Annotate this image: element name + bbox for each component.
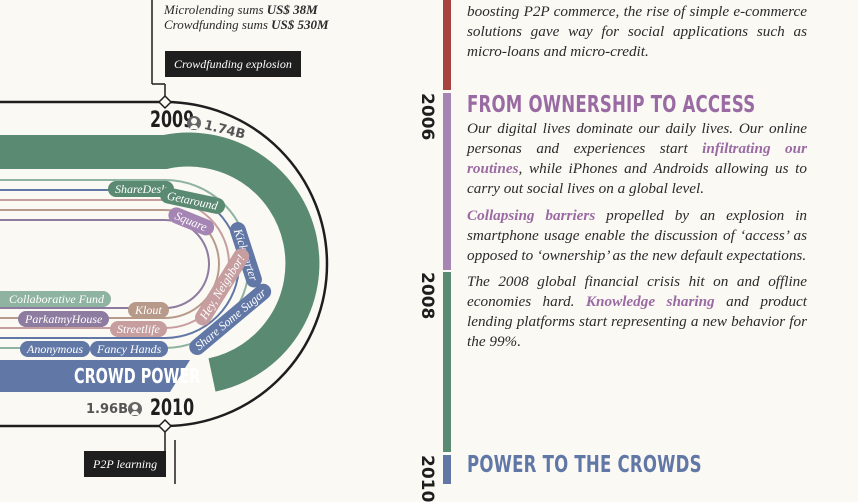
section-heading-power-to-crowds: POWER TO THE CROWDS [467, 452, 702, 478]
pill-collaborative-fund: Collaborative Fund [0, 291, 111, 307]
section-heading-ownership-to-access: FROM OWNERSHIP TO ACCESS [467, 92, 756, 118]
paragraph-collapsing-barriers: Collapsing barriers propelled by an expl… [467, 207, 808, 264]
user-count-2010: 1.96B [86, 402, 128, 417]
pill-anonymous: Anonymous [20, 341, 90, 357]
paragraph-digital-lives: Our digital lives dominate our daily liv… [467, 120, 807, 197]
person-icon [128, 402, 142, 416]
pill-sharedesk: ShareDesk [108, 181, 174, 197]
diamond-marker-top [157, 94, 173, 110]
timeline-bar-red [443, 0, 451, 90]
timeline-year-2006: 2006 [417, 93, 437, 141]
timeline-bar-green [443, 272, 451, 452]
timeline-year-2008: 2008 [417, 272, 437, 320]
timeline-bar-blue [443, 455, 451, 484]
track-illustration [0, 0, 329, 484]
highlight-knowledge-sharing: Knowledge sharing [585, 293, 715, 310]
timeline-year-2010: 2010 [417, 455, 437, 502]
diamond-marker-bottom [157, 418, 173, 434]
timeline-bar-purple [443, 93, 451, 270]
highlight-infiltrating: infiltrating our routines [467, 140, 807, 177]
paragraph-financial-crisis: The 2008 global financial crisis hit on … [467, 273, 807, 350]
year-2009-label: 2009 [150, 108, 195, 133]
pill-klout: Klout [128, 302, 169, 318]
pill-parkatmyhouse: ParkatmyHouse [18, 311, 110, 327]
callout-p2p-learning: P2P learning [84, 451, 167, 477]
pill-fancy-hands: Fancy Hands [90, 341, 169, 357]
callout-crowdfunding-explosion: Crowdfunding explosion [165, 51, 301, 77]
crowd-power-label: CROWD POWER [74, 364, 201, 388]
intro-paragraph: boosting P2P commerce, the rise of simpl… [467, 3, 807, 60]
highlight-collapsing-barriers: Collapsing barriers [467, 207, 596, 224]
funding-stats: Microlending sums US$ 38M Crowdfunding s… [164, 2, 329, 32]
person-icon [187, 116, 201, 130]
year-2010-label: 2010 [150, 396, 195, 421]
pill-streetlife: Streetlife [110, 321, 167, 337]
